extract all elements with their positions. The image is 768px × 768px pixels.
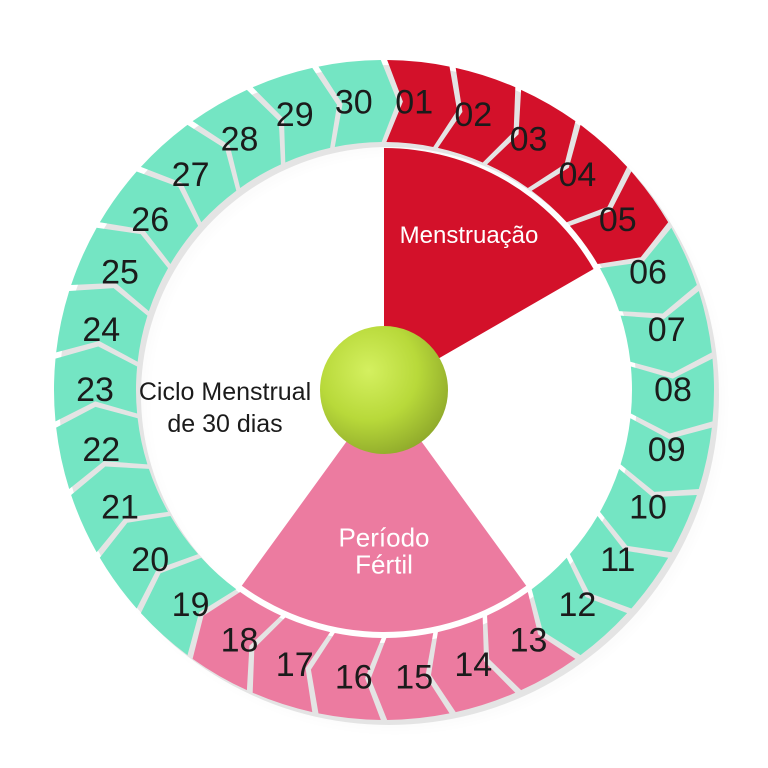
center-text-line-1: Ciclo Menstrual	[139, 378, 311, 406]
day-label-8: 08	[654, 371, 692, 409]
day-label-23: 23	[76, 371, 114, 409]
day-label-6: 06	[629, 254, 667, 292]
day-label-25: 25	[101, 254, 139, 292]
menstrual-cycle-diagram: 01 02 03 0405 06 07 08 09 10 1112 13 14 15 16 17 18 1920…	[0, 0, 768, 768]
menstruation-label: Menstruação	[400, 222, 539, 249]
center-text: Ciclo Menstrual de 30 dias	[139, 378, 311, 438]
day-label-17: 17	[276, 646, 314, 684]
day-label-10: 10	[629, 489, 667, 527]
day-label-29: 29	[276, 96, 314, 134]
day-label-4: 04	[558, 156, 596, 194]
day-label-24: 24	[82, 311, 120, 349]
day-label-14: 14	[454, 646, 492, 684]
day-label-22: 22	[82, 431, 120, 469]
day-label-15: 15	[395, 658, 433, 696]
day-label-21: 21	[101, 489, 139, 527]
day-label-28: 28	[221, 121, 259, 159]
day-label-9: 09	[648, 431, 686, 469]
day-label-13: 13	[510, 621, 548, 659]
day-label-5: 05	[599, 201, 637, 239]
day-label-1: 01	[395, 84, 433, 122]
day-label-3: 03	[510, 121, 548, 159]
center-text-line-2: de 30 dias	[167, 410, 282, 438]
day-label-30: 30	[335, 84, 373, 122]
day-label-2: 02	[454, 96, 492, 134]
day-label-11: 11	[600, 541, 635, 579]
day-label-16: 16	[335, 658, 373, 696]
day-label-20: 20	[131, 541, 169, 579]
day-label-18: 18	[221, 621, 259, 659]
day-label-27: 27	[172, 156, 210, 194]
day-label-7: 07	[648, 311, 686, 349]
day-label-26: 26	[131, 201, 169, 239]
day-label-19: 19	[172, 586, 210, 624]
day-label-12: 12	[558, 586, 596, 624]
center-ball	[320, 326, 448, 454]
